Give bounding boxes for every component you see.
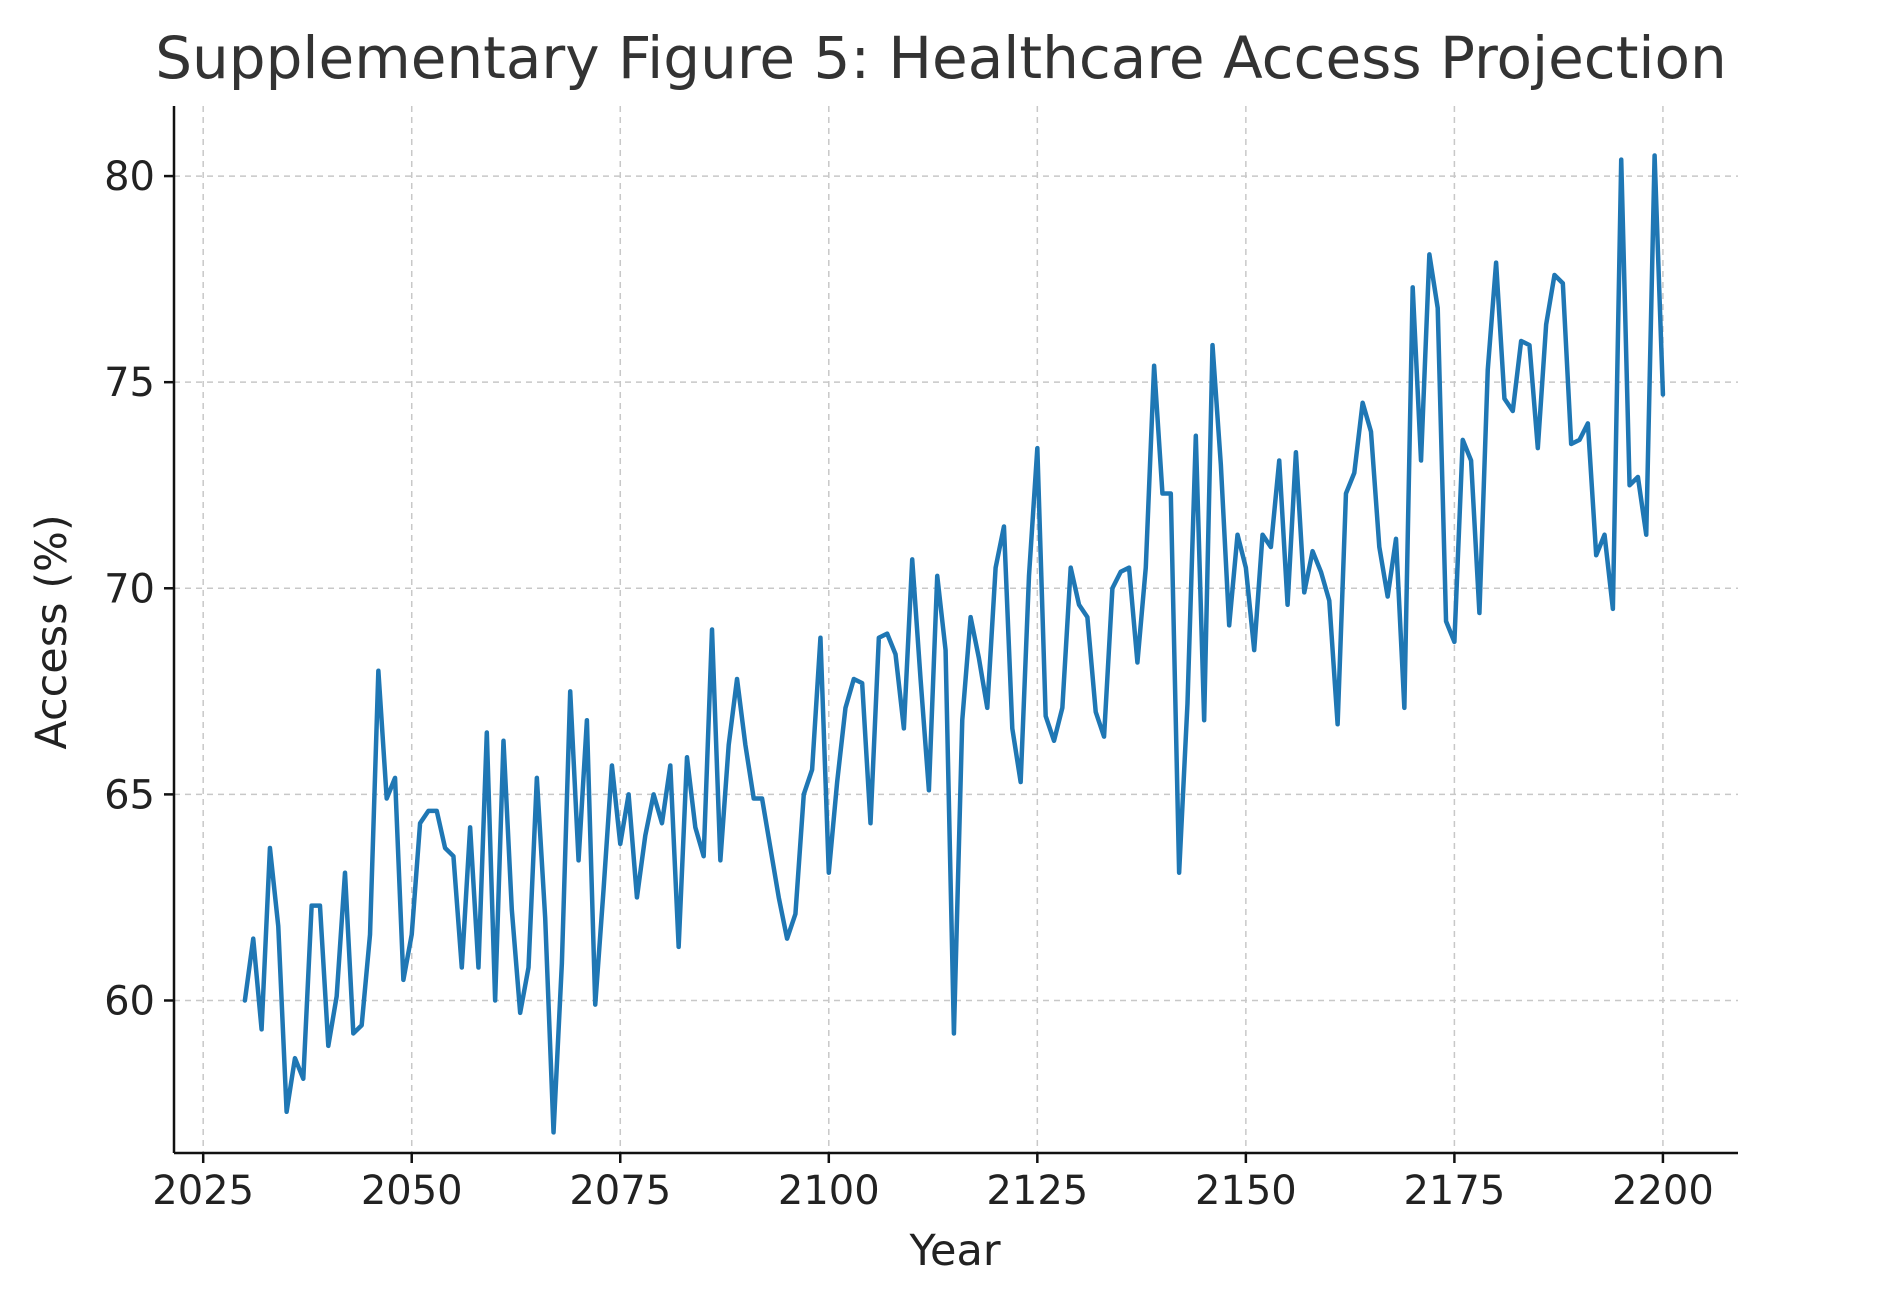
x-tick-label: 2100: [778, 1168, 880, 1214]
x-tick-label: 2050: [361, 1168, 463, 1214]
axes: [164, 106, 1738, 1163]
y-tick-label: 75: [104, 360, 155, 406]
y-tick-label: 65: [104, 772, 155, 818]
tick-labels: 2025 2050 2075 2100 2125 2150 2175 2200 60 65 70 75…: [104, 154, 1714, 1214]
x-tick-label: 2075: [569, 1168, 671, 1214]
x-tick-label: 2025: [152, 1168, 254, 1214]
x-axis-label: Year: [908, 1226, 1000, 1276]
y-tick-label: 70: [104, 566, 155, 612]
series-line-1: [242, 153, 1666, 1135]
series-layer: [242, 153, 1666, 1135]
x-tick-label: 2125: [986, 1168, 1088, 1214]
chart-title: Supplementary Figure 5: Healthcare Acces…: [155, 24, 1727, 92]
x-tick-label: 2200: [1612, 1168, 1714, 1214]
y-tick-label: 60: [104, 978, 155, 1024]
x-tick-label: 2175: [1403, 1168, 1505, 1214]
x-tick-label: 2150: [1195, 1168, 1297, 1214]
y-axis-label: Access (%): [27, 514, 77, 749]
y-tick-label: 80: [104, 154, 155, 200]
